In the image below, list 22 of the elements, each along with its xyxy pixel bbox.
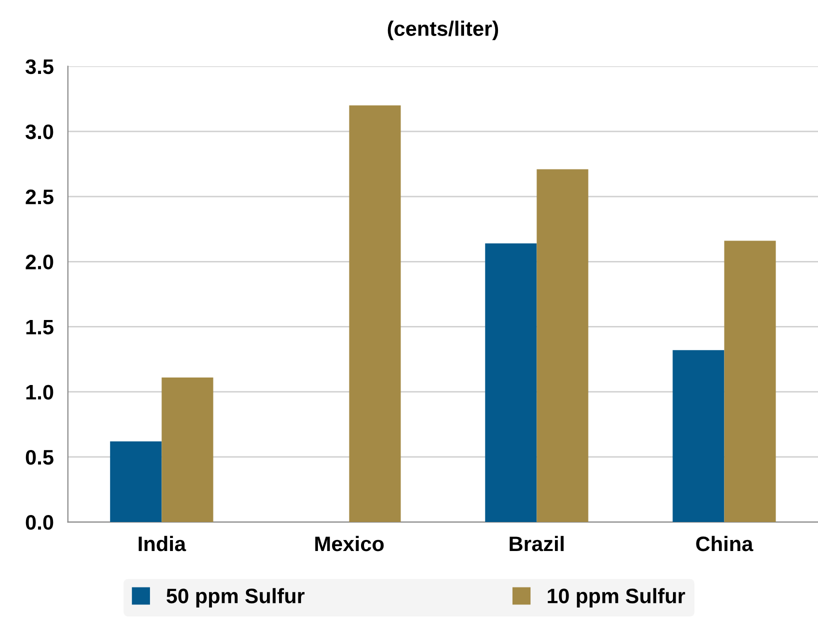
x-tick-label: Mexico (315, 536, 384, 552)
x-tick-label: China (696, 536, 754, 552)
bar (536, 169, 588, 522)
bar (110, 441, 162, 522)
y-tick-label: 3.0 (26, 124, 54, 140)
x-tick-label: India (138, 536, 186, 552)
y-tick-label: 1.0 (26, 384, 54, 400)
bar (485, 243, 537, 522)
x-tick-label: Brazil (510, 536, 564, 552)
y-tick-label: 2.5 (26, 190, 54, 204)
chart-title: (cents/liter) (388, 20, 498, 40)
bar (672, 350, 724, 522)
bar (349, 105, 401, 522)
y-tick-label: 0.5 (26, 450, 54, 465)
bar (162, 378, 214, 522)
bar (724, 240, 776, 522)
y-tick-label: 0.0 (26, 515, 54, 530)
legend-label: 50 ppm Sulfur (166, 588, 305, 608)
y-tick-label: 3.5 (26, 59, 54, 74)
y-tick-label: 2.0 (26, 254, 54, 270)
legend-label: 10 ppm Sulfur (548, 588, 686, 608)
y-tick-label: 1.5 (26, 320, 54, 334)
